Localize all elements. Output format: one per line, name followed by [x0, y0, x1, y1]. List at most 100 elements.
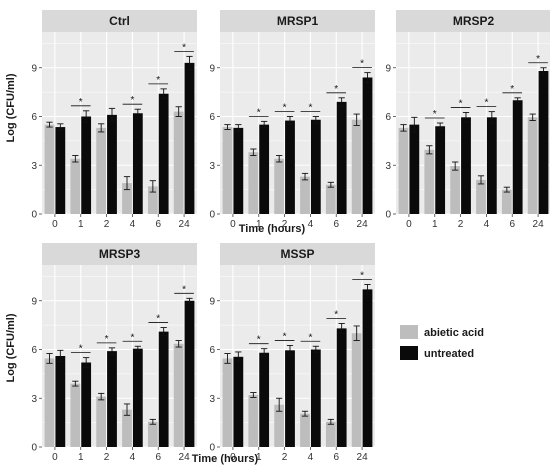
x-tick-label: 6	[333, 219, 339, 230]
significance-star: *	[308, 332, 312, 343]
x-tick-label: 1	[256, 219, 262, 230]
x-tick-label: 0	[230, 219, 236, 230]
x-tick-label: 6	[155, 219, 161, 230]
x-tick-label: 6	[333, 452, 339, 463]
panel-title: MRSP1	[277, 14, 319, 28]
x-tick-label: 6	[155, 452, 161, 463]
significance-star: *	[182, 42, 186, 53]
bar-abietic-acid-6	[147, 186, 158, 214]
x-tick-label: 4	[130, 219, 136, 230]
x-tick-label: 24	[357, 219, 369, 230]
significance-star: *	[484, 98, 488, 109]
bar-abietic-acid-1	[70, 383, 81, 447]
bar-abietic-acid-6	[325, 421, 336, 447]
bar-untreated-2	[107, 351, 117, 447]
bar-abietic-acid-24	[351, 333, 362, 447]
y-tick-label: 9	[31, 63, 37, 74]
x-tick-label: 24	[179, 219, 191, 230]
significance-star: *	[308, 103, 312, 114]
bar-abietic-acid-2	[96, 127, 107, 214]
x-tick-label: 6	[509, 219, 515, 230]
bar-untreated-24	[184, 300, 195, 447]
bar-abietic-acid-1	[248, 395, 259, 447]
y-tick-label: 3	[31, 394, 37, 405]
bar-abietic-acid-2	[96, 396, 107, 447]
y-tick-label: 0	[209, 443, 215, 454]
x-tick-label: 1	[432, 219, 438, 230]
bar-abietic-acid-2	[274, 404, 285, 447]
x-tick-label: 4	[130, 452, 136, 463]
x-tick-label: 24	[357, 452, 369, 463]
x-tick-label: 2	[104, 452, 110, 463]
x-tick-label: 2	[282, 219, 288, 230]
x-tick-label: 24	[533, 219, 545, 230]
y-tick-label: 6	[31, 112, 37, 123]
y-tick-label: 6	[385, 112, 391, 123]
bar-untreated-2	[285, 350, 295, 447]
legend-label-untreated: untreated	[424, 348, 474, 360]
bar-abietic-acid-0	[44, 358, 55, 447]
bar-untreated-24	[362, 289, 373, 447]
bar-untreated-4	[310, 119, 321, 214]
bar-untreated-0	[55, 127, 66, 214]
significance-star: *	[156, 314, 160, 325]
bar-abietic-acid-2	[274, 158, 285, 214]
bar-abietic-acid-4	[476, 179, 486, 214]
legend-swatch-untreated	[400, 346, 418, 360]
bar-untreated-4	[486, 117, 497, 214]
bar-untreated-24	[362, 77, 373, 214]
y-tick-label: 6	[209, 112, 215, 123]
x-tick-label: 4	[308, 219, 314, 230]
panel-strip	[220, 243, 375, 265]
bar-abietic-acid-24	[351, 119, 362, 214]
bar-abietic-acid-24	[527, 117, 538, 214]
bar-abietic-acid-6	[501, 189, 512, 214]
significance-star: *	[360, 59, 364, 70]
bar-abietic-acid-1	[248, 152, 259, 214]
y-tick-label: 9	[385, 63, 391, 74]
bar-untreated-24	[538, 71, 549, 214]
panel-plot-area	[42, 265, 197, 447]
bar-untreated-1	[81, 362, 92, 447]
x-axis-title-bottom: Time (hours)	[192, 453, 259, 465]
y-tick-label: 3	[209, 394, 215, 405]
bar-untreated-6	[336, 101, 347, 214]
y-tick-label: 6	[209, 345, 215, 356]
x-tick-label: 1	[256, 452, 262, 463]
bar-untreated-0	[233, 127, 244, 214]
bar-abietic-acid-2	[450, 166, 461, 214]
x-tick-label: 0	[52, 219, 58, 230]
x-tick-label: 2	[104, 219, 110, 230]
bar-untreated-6	[512, 100, 523, 214]
bar-untreated-2	[107, 114, 117, 214]
panel-title: MRSP3	[99, 247, 141, 261]
panel-title: Ctrl	[109, 14, 130, 28]
significance-star: *	[130, 332, 134, 343]
significance-star: *	[433, 109, 437, 120]
legend-swatch-abietic-acid	[400, 325, 418, 339]
panel-strip	[42, 243, 197, 265]
bar-untreated-0	[409, 124, 420, 214]
bar-abietic-acid-4	[300, 176, 310, 214]
panel-strip	[396, 10, 550, 32]
x-tick-label: 24	[179, 452, 191, 463]
bar-abietic-acid-4	[122, 183, 132, 214]
y-tick-label: 9	[209, 296, 215, 307]
significance-star: *	[536, 54, 540, 65]
x-tick-label: 1	[78, 219, 84, 230]
panel-title: MSSP	[280, 247, 314, 261]
bar-untreated-6	[158, 331, 169, 447]
significance-star: *	[334, 310, 338, 321]
legend: abietic acid untreated	[400, 325, 484, 360]
x-axis-title-top: Time (hours)	[239, 223, 306, 235]
significance-star: *	[105, 334, 109, 345]
x-tick-label: 0	[406, 219, 412, 230]
bar-abietic-acid-0	[222, 127, 233, 214]
significance-star: *	[360, 271, 364, 282]
significance-star: *	[334, 84, 338, 95]
